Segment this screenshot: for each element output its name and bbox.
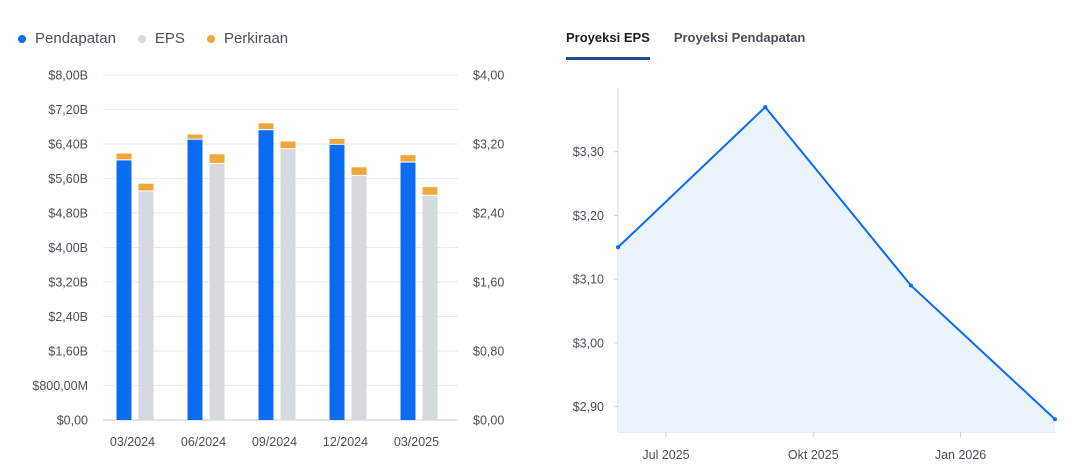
revenue-bar[interactable] (258, 130, 274, 420)
eps-data-point[interactable] (908, 283, 913, 288)
eps-data-point[interactable] (616, 245, 620, 250)
y-tick-label: $2,90 (573, 400, 604, 414)
revenue-estimate-bar[interactable] (258, 123, 274, 130)
eps-estimate-bar[interactable] (209, 154, 225, 163)
revenue-estimate-bar[interactable] (400, 155, 416, 162)
right-y-tick-label: $2,40 (473, 207, 504, 221)
left-y-tick-label: $7,20B (48, 103, 88, 117)
x-tick-label: 12/2024 (323, 435, 368, 449)
left-y-tick-label: $3,20B (48, 276, 88, 290)
legend-item-pendapatan[interactable]: Pendapatan (18, 30, 116, 47)
eps-estimate-bar[interactable] (422, 187, 438, 195)
legend-dot-icon (137, 34, 146, 43)
tab-revenue-projection[interactable]: Proyeksi Pendapatan (673, 30, 806, 45)
revenue-bar[interactable] (400, 162, 416, 420)
revenue-bar[interactable] (187, 139, 203, 420)
revenue-bar[interactable] (116, 160, 132, 420)
x-tick-label: Jan 2026 (935, 448, 986, 462)
x-tick-label: Okt 2025 (788, 448, 839, 462)
y-tick-label: $3,10 (573, 273, 604, 287)
eps-data-point[interactable] (1053, 417, 1057, 422)
x-tick-label: 06/2024 (181, 435, 226, 449)
revenue-estimate-bar[interactable] (329, 138, 345, 144)
right-y-tick-label: $4,00 (473, 69, 504, 83)
eps-estimate-bar[interactable] (351, 167, 367, 175)
legend-item-perkiraan[interactable]: Perkiraan (206, 30, 289, 47)
right-y-tick-label: $1,60 (473, 276, 504, 290)
projection-tabs: Proyeksi EPS Proyeksi Pendapatan (566, 30, 805, 60)
legend-label: Perkiraan (223, 30, 289, 47)
left-y-tick-label: $6,40B (48, 138, 88, 152)
left-y-tick-label: $4,00B (48, 241, 88, 255)
eps-bar[interactable] (209, 163, 225, 420)
legend-item-eps[interactable]: EPS (137, 30, 185, 47)
right-y-tick-label: $3,20 (473, 138, 504, 152)
left-y-tick-label: $5,60B (48, 172, 88, 186)
legend-label: EPS (154, 30, 185, 47)
revenue-estimate-bar[interactable] (187, 134, 203, 139)
eps-bar[interactable] (422, 195, 438, 420)
eps-projection-line (617, 105, 1056, 420)
chart-legend: Pendapatan EPS Perkiraan (18, 30, 288, 47)
eps-estimate-bar[interactable] (280, 141, 296, 149)
legend-dot-icon (18, 34, 26, 43)
y-tick-label: $3,20 (573, 209, 604, 223)
left-y-tick-label: $1,60B (48, 345, 88, 359)
left-y-tick-label: $4,80B (48, 207, 88, 221)
eps-bar[interactable] (280, 149, 296, 421)
revenue-estimate-bar[interactable] (116, 153, 132, 160)
right-y-tick-label: $0,80 (473, 345, 504, 359)
eps-area-fill (618, 107, 1055, 432)
eps-estimate-bar[interactable] (138, 183, 154, 191)
legend-dot-icon (206, 34, 215, 43)
left-y-tick-label: $2,40B (48, 310, 88, 324)
left-y-tick-label: $8,00B (48, 69, 88, 83)
eps-bar[interactable] (351, 175, 367, 420)
x-tick-label: 03/2025 (394, 435, 439, 449)
right-y-tick-label: $0,00 (473, 414, 504, 428)
left-y-tick-label: $0,00 (57, 414, 88, 428)
tab-eps-projection[interactable]: Proyeksi EPS (566, 30, 650, 60)
legend-label: Pendapatan (35, 30, 116, 47)
x-tick-label: Jul 2025 (642, 448, 689, 462)
x-tick-label: 09/2024 (252, 435, 297, 449)
revenue-bar[interactable] (329, 144, 345, 421)
bar-chart: $0,00 $800,00M $1,60B $2,40B $3,20B $4,00B $4,… (32, 69, 504, 450)
y-tick-label: $3,30 (573, 145, 604, 159)
eps-data-point[interactable] (763, 105, 768, 110)
eps-bar[interactable] (138, 191, 154, 420)
y-tick-label: $3,00 (573, 336, 604, 350)
x-tick-label: 03/2024 (110, 435, 155, 449)
left-y-tick-label: $800,00M (32, 379, 88, 393)
